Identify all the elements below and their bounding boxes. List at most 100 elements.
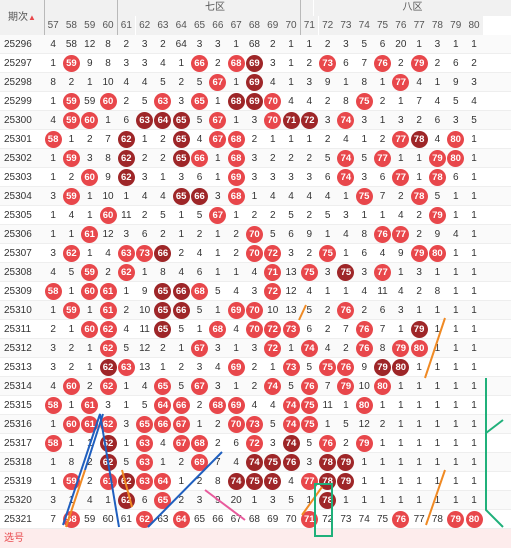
number-ball[interactable]: 62 xyxy=(117,492,135,509)
number-ball[interactable]: 68 xyxy=(191,283,208,300)
number-ball[interactable]: 72 xyxy=(245,435,263,452)
number-ball[interactable]: 59 xyxy=(62,112,80,129)
number-ball[interactable]: 63 xyxy=(136,454,154,471)
number-ball[interactable]: 65 xyxy=(154,283,172,300)
table-row[interactable] xyxy=(0,396,511,415)
number-ball[interactable]: 76 xyxy=(300,378,318,395)
number-ball[interactable]: 80 xyxy=(392,359,410,376)
number-ball[interactable]: 79 xyxy=(410,55,428,72)
table-row[interactable] xyxy=(0,206,511,225)
number-ball[interactable]: 60 xyxy=(62,416,80,433)
number-ball[interactable]: 62 xyxy=(117,131,135,148)
number-ball[interactable]: 59 xyxy=(62,302,80,319)
number-ball[interactable]: 74 xyxy=(337,112,355,129)
number-ball[interactable]: 60 xyxy=(62,378,80,395)
number-ball[interactable]: 60 xyxy=(99,207,117,224)
number-ball[interactable]: 71 xyxy=(264,264,282,281)
number-ball[interactable]: 73 xyxy=(245,416,263,433)
number-ball[interactable]: 72 xyxy=(264,321,282,338)
number-ball[interactable]: 79 xyxy=(410,321,428,338)
number-ball[interactable]: 62 xyxy=(99,359,117,376)
number-ball[interactable]: 62 xyxy=(99,321,117,338)
number-ball[interactable]: 79 xyxy=(337,473,355,490)
number-ball[interactable]: 60 xyxy=(81,112,99,129)
number-ball[interactable]: 76 xyxy=(392,511,410,528)
number-ball[interactable]: 74 xyxy=(264,378,282,395)
number-ball[interactable]: 65 xyxy=(172,131,190,148)
number-ball[interactable]: 78 xyxy=(319,473,337,490)
number-ball[interactable]: 68 xyxy=(227,55,245,72)
table-row[interactable] xyxy=(0,35,511,54)
number-ball[interactable]: 76 xyxy=(355,340,373,357)
number-ball[interactable]: 76 xyxy=(355,321,373,338)
number-ball[interactable]: 75 xyxy=(355,188,373,205)
number-ball[interactable]: 79 xyxy=(447,511,465,528)
number-ball[interactable]: 70 xyxy=(245,321,263,338)
number-ball[interactable]: 69 xyxy=(227,397,245,414)
number-ball[interactable]: 64 xyxy=(154,397,172,414)
selection-row[interactable] xyxy=(0,529,511,548)
number-ball[interactable]: 62 xyxy=(117,473,135,490)
number-ball[interactable]: 58 xyxy=(44,283,62,300)
number-ball[interactable]: 68 xyxy=(209,397,227,414)
number-ball[interactable]: 70 xyxy=(264,93,282,110)
table-row[interactable] xyxy=(0,187,511,206)
number-ball[interactable]: 62 xyxy=(117,264,135,281)
number-ball[interactable]: 66 xyxy=(191,188,208,205)
number-ball[interactable]: 63 xyxy=(154,93,172,110)
number-ball[interactable]: 74 xyxy=(227,473,245,490)
number-ball[interactable]: 63 xyxy=(136,473,154,490)
number-ball[interactable]: 79 xyxy=(392,340,410,357)
number-ball[interactable]: 63 xyxy=(136,435,154,452)
number-ball[interactable]: 69 xyxy=(245,55,263,72)
number-ball[interactable]: 79 xyxy=(337,378,355,395)
number-ball[interactable]: 69 xyxy=(245,93,263,110)
number-ball[interactable]: 78 xyxy=(428,169,446,186)
number-ball[interactable]: 77 xyxy=(300,473,318,490)
number-ball[interactable]: 61 xyxy=(99,283,117,300)
number-ball[interactable]: 65 xyxy=(172,112,190,129)
number-ball[interactable]: 65 xyxy=(172,150,190,167)
number-ball[interactable]: 80 xyxy=(410,340,428,357)
number-ball[interactable]: 66 xyxy=(172,302,190,319)
number-ball[interactable]: 78 xyxy=(319,454,337,471)
number-ball[interactable]: 76 xyxy=(374,55,391,72)
number-ball[interactable]: 59 xyxy=(81,264,99,281)
number-ball[interactable]: 62 xyxy=(99,454,117,471)
number-ball[interactable]: 72 xyxy=(300,112,318,129)
number-ball[interactable]: 72 xyxy=(264,245,282,262)
number-ball[interactable]: 67 xyxy=(209,74,227,91)
number-ball[interactable]: 73 xyxy=(282,321,300,338)
number-ball[interactable]: 61 xyxy=(81,397,99,414)
number-ball[interactable]: 75 xyxy=(355,93,373,110)
number-ball[interactable]: 62 xyxy=(99,416,117,433)
number-ball[interactable]: 69 xyxy=(227,359,245,376)
number-ball[interactable]: 65 xyxy=(154,302,172,319)
number-ball[interactable]: 75 xyxy=(300,416,318,433)
number-ball[interactable]: 60 xyxy=(99,93,117,110)
number-ball[interactable]: 68 xyxy=(209,321,227,338)
table-row[interactable] xyxy=(0,282,511,301)
number-ball[interactable]: 59 xyxy=(62,188,80,205)
number-ball[interactable]: 61 xyxy=(99,302,117,319)
number-ball[interactable]: 75 xyxy=(264,454,282,471)
number-ball[interactable]: 74 xyxy=(282,435,300,452)
number-ball[interactable]: 67 xyxy=(209,131,227,148)
table-row[interactable] xyxy=(0,111,511,130)
table-row[interactable] xyxy=(0,510,511,529)
number-ball[interactable]: 80 xyxy=(355,397,373,414)
number-ball[interactable]: 69 xyxy=(245,74,263,91)
number-ball[interactable]: 68 xyxy=(227,150,245,167)
number-ball[interactable]: 59 xyxy=(62,55,80,72)
number-ball[interactable]: 79 xyxy=(410,245,428,262)
number-ball[interactable]: 68 xyxy=(227,93,245,110)
number-ball[interactable]: 79 xyxy=(337,454,355,471)
number-ball[interactable]: 74 xyxy=(337,150,355,167)
number-ball[interactable]: 75 xyxy=(300,397,318,414)
number-ball[interactable]: 62 xyxy=(117,169,135,186)
number-ball[interactable]: 62 xyxy=(117,150,135,167)
number-ball[interactable]: 67 xyxy=(191,378,208,395)
number-ball[interactable]: 67 xyxy=(172,416,190,433)
number-ball[interactable]: 62 xyxy=(99,378,117,395)
number-ball[interactable]: 58 xyxy=(44,397,62,414)
